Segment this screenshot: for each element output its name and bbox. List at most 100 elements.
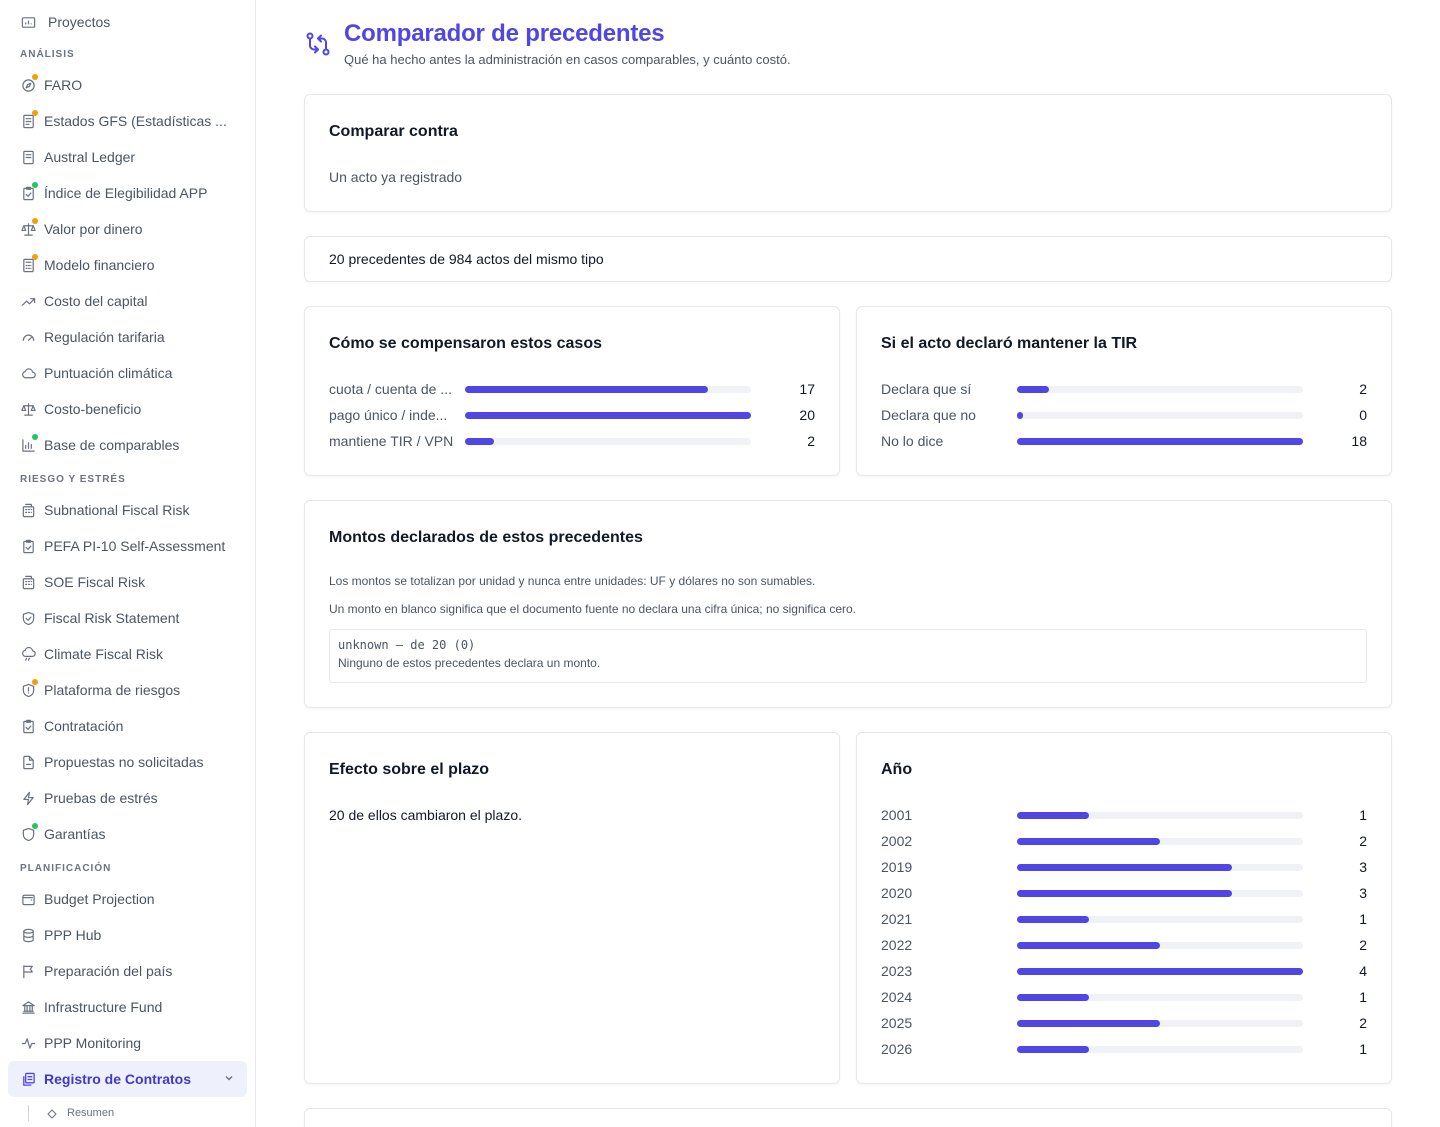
sidebar-item-label: Registro de Contratos — [44, 1071, 192, 1087]
sidebar-item-ppp-monitoring[interactable]: PPP Monitoring — [0, 1025, 255, 1061]
sidebar-item-climate-fiscal-risk[interactable]: Climate Fiscal Risk — [0, 636, 255, 672]
sidebar-item-austral-ledger[interactable]: Austral Ledger — [0, 139, 255, 175]
amounts-unit-line: unknown — de 20 (0) — [338, 638, 476, 652]
status-dot — [32, 110, 38, 116]
years-bar-fill — [1017, 837, 1160, 845]
wallet-icon — [20, 891, 36, 907]
sidebar-item-regulación-tarifaria[interactable]: Regulación tarifaria — [0, 319, 255, 355]
years-bar-label: 2026 — [881, 1041, 913, 1057]
sidebar-item-ppp-hub[interactable]: PPP Hub — [0, 917, 255, 953]
compensation-bar-row: pago único / inde... 20 — [329, 402, 815, 428]
clipboard-check-icon — [20, 182, 38, 201]
sidebar-item-label: Climate Fiscal Risk — [44, 646, 164, 662]
scale-icon — [20, 218, 38, 237]
flag-icon — [20, 963, 36, 979]
bolt-icon — [20, 790, 36, 806]
years-bar-value: 1 — [1359, 1041, 1367, 1057]
sidebar-item-índice-de-elegibilidad-app[interactable]: Índice de Elegibilidad APP — [0, 175, 255, 211]
years-bar-track — [1017, 1045, 1303, 1053]
sidebar-item-label: Base de comparables — [44, 437, 180, 453]
sidebar-item-subnational-fiscal-risk[interactable]: Subnational Fiscal Risk — [0, 492, 255, 528]
file-export-icon — [20, 754, 36, 770]
sidebar-item-label: Propuestas no solicitadas — [44, 754, 204, 770]
sidebar-subitem-resumen[interactable]: Resumen — [28, 1105, 255, 1121]
compensation-bar-track — [465, 437, 751, 445]
chevron-down-icon[interactable] — [223, 1072, 235, 1084]
tir-bar-label: Declara que no — [881, 407, 976, 423]
years-bar-track — [1017, 967, 1303, 975]
sidebar-item-costo-beneficio[interactable]: Costo-beneficio — [0, 391, 255, 427]
sidebar: Proyectos ANÁLISIS FARO Estados GFS (Estad… — [0, 0, 256, 1127]
sidebar-item-label: PPP Hub — [44, 927, 102, 943]
building-icon — [20, 502, 36, 518]
sidebar-item-valor-por-dinero[interactable]: Valor por dinero — [0, 211, 255, 247]
years-bar-fill — [1017, 811, 1089, 819]
tir-bar-fill — [1017, 411, 1023, 419]
sidebar-item-budget-projection[interactable]: Budget Projection — [0, 881, 255, 917]
tir-bar-value: 0 — [1359, 407, 1367, 423]
page-title: Comparador de precedentes — [344, 20, 665, 47]
sidebar-item-plataforma-de-riesgos[interactable]: Plataforma de riesgos — [0, 672, 255, 708]
sidebar-item-propuestas-no-solicitadas[interactable]: Propuestas no solicitadas — [0, 744, 255, 780]
years-bar-label: 2024 — [881, 989, 913, 1005]
sidebar-item-estados-gfs-estadísticas[interactable]: Estados GFS (Estadísticas ... — [0, 103, 255, 139]
sidebar-item-contratación[interactable]: Contratación — [0, 708, 255, 744]
compare-option[interactable]: Un acto ya registrado — [329, 169, 463, 185]
tir-bar-track — [1017, 437, 1303, 445]
years-bar-label: 2020 — [881, 885, 913, 901]
status-dot — [32, 434, 38, 440]
years-bar-value: 4 — [1359, 963, 1367, 979]
sidebar-item-proyectos[interactable]: Proyectos — [0, 4, 255, 40]
sidebar-item-soe-fiscal-risk[interactable]: SOE Fiscal Risk — [0, 564, 255, 600]
compensation-bar-value: 17 — [799, 381, 815, 397]
years-bar-fill — [1017, 941, 1160, 949]
sidebar-item-registro-de-contratos[interactable]: Registro de Contratos — [8, 1061, 247, 1097]
sidebar-item-faro[interactable]: FARO — [0, 67, 255, 103]
trending-up-icon — [20, 293, 36, 309]
tir-bar-row: No lo dice 18 — [881, 428, 1367, 454]
sidebar-item-pefa-pi-10-self-assessment[interactable]: PEFA PI-10 Self-Assessment — [0, 528, 255, 564]
sidebar-item-label: Contratación — [44, 718, 124, 734]
landmark-icon — [20, 999, 36, 1015]
sidebar-item-label: Plataforma de riesgos — [44, 682, 181, 698]
cloud-icon — [20, 365, 36, 381]
sidebar-item-infrastructure-fund[interactable]: Infrastructure Fund — [0, 989, 255, 1025]
sidebar-item-fiscal-risk-statement[interactable]: Fiscal Risk Statement — [0, 600, 255, 636]
database-icon — [20, 927, 36, 943]
sidebar-item-label: Pruebas de estrés — [44, 790, 158, 806]
years-bar-track — [1017, 1019, 1303, 1027]
sidebar-item-label: Regulación tarifaria — [44, 329, 165, 345]
next-card — [304, 1108, 1392, 1127]
document-icon — [20, 110, 38, 129]
shield-alert-icon — [20, 679, 38, 698]
status-dot — [32, 679, 38, 685]
sidebar-item-garantías[interactable]: Garantías — [0, 816, 255, 852]
sidebar-item-base-de-comparables[interactable]: Base de comparables — [0, 427, 255, 463]
sidebar-item-puntuación-climática[interactable]: Puntuación climática — [0, 355, 255, 391]
compensation-bar-value: 2 — [807, 433, 815, 449]
activity-icon — [20, 1035, 36, 1051]
years-bar-track — [1017, 889, 1303, 897]
sidebar-item-pruebas-de-estrés[interactable]: Pruebas de estrés — [0, 780, 255, 816]
compensation-bar-row: cuota / cuenta de ... 17 — [329, 376, 815, 402]
sidebar-item-label: SOE Fiscal Risk — [44, 574, 146, 590]
cloud-rain-icon — [20, 646, 36, 662]
sidebar-item-label: Modelo financiero — [44, 257, 155, 273]
sidebar-item-label: Fiscal Risk Statement — [44, 610, 180, 626]
tir-bar-value: 2 — [1359, 381, 1367, 397]
years-bar-fill — [1017, 889, 1232, 897]
sidebar-item-modelo-financiero[interactable]: Modelo financiero — [0, 247, 255, 283]
years-bar-label: 2019 — [881, 859, 913, 875]
bar-chart-icon — [20, 434, 38, 453]
sidebar-item-label: Costo-beneficio — [44, 401, 142, 417]
sidebar-item-costo-del-capital[interactable]: Costo del capital — [0, 283, 255, 319]
sidebar-item-preparación-del-país[interactable]: Preparación del país — [0, 953, 255, 989]
tir-card: Si el acto declaró mantener la TIR Decla… — [856, 306, 1392, 476]
term-effect-title: Efecto sobre el plazo — [329, 761, 490, 778]
years-bar-row: 2024 1 — [881, 984, 1367, 1010]
compare-arrows-icon — [306, 32, 330, 56]
years-bar-fill — [1017, 993, 1089, 1001]
years-bar-value: 2 — [1359, 1015, 1367, 1031]
years-bar-track — [1017, 915, 1303, 923]
years-bar-fill — [1017, 1045, 1089, 1053]
